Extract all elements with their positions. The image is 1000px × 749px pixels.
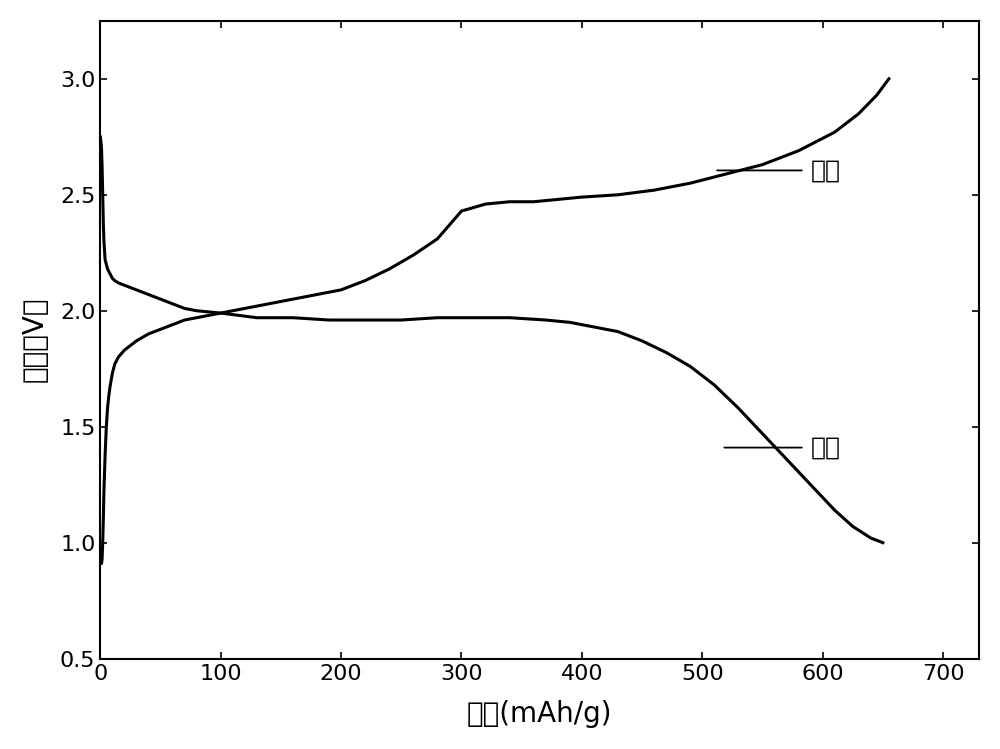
Text: 放电: 放电 bbox=[811, 436, 841, 460]
Y-axis label: 电压（V）: 电压（V） bbox=[21, 297, 49, 383]
X-axis label: 容量(mAh/g): 容量(mAh/g) bbox=[467, 700, 612, 728]
Text: 充电: 充电 bbox=[811, 159, 841, 183]
